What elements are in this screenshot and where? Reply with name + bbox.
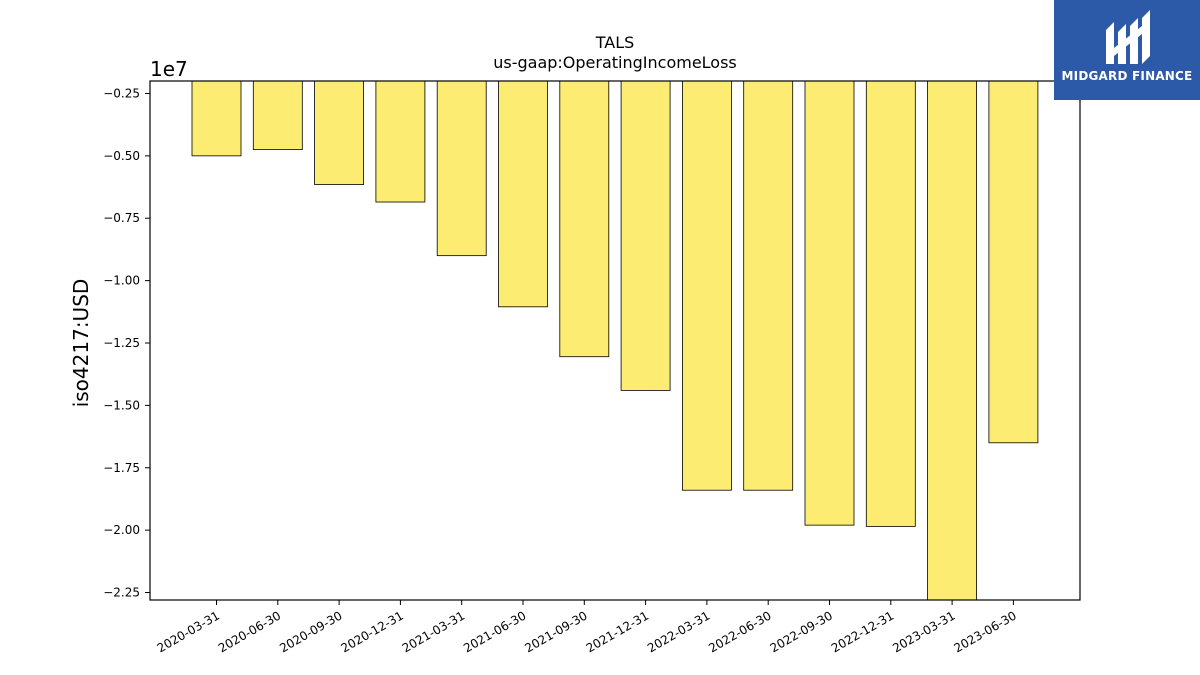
y-tick-label: −1.00 xyxy=(103,274,140,288)
bar-2022-09-30 xyxy=(804,80,855,526)
bar-2020-09-30 xyxy=(314,80,365,185)
y-offset-label: 1e7 xyxy=(150,57,188,81)
y-tick-label: −2.00 xyxy=(103,523,140,537)
bar-2021-06-30 xyxy=(498,80,548,308)
bar-2020-06-30 xyxy=(252,80,303,151)
bar-2021-09-30 xyxy=(559,80,610,358)
bar-2022-03-31 xyxy=(682,80,732,491)
y-tick-label: −1.75 xyxy=(103,461,140,475)
x-tick-label: 2022-12-31 xyxy=(829,608,896,655)
x-tick-label: 2020-06-30 xyxy=(216,608,283,655)
bar-2020-12-31 xyxy=(375,80,426,203)
y-tick-label: −2.25 xyxy=(103,586,140,600)
chart-title: TALS xyxy=(595,33,635,52)
x-tick-label: 2020-12-31 xyxy=(338,608,405,655)
x-tick-label: 2022-09-30 xyxy=(768,608,835,655)
x-tick-label: 2021-06-30 xyxy=(461,608,528,655)
plot-frame xyxy=(149,80,1081,601)
bar-2022-06-30 xyxy=(743,80,794,491)
x-tick-label: 2022-06-30 xyxy=(706,608,773,655)
y-tick-label: −1.25 xyxy=(103,336,140,350)
x-tick-label: 2020-03-31 xyxy=(155,608,222,655)
x-tick-label: 2021-12-31 xyxy=(584,608,651,655)
logo-text: MIDGARD FINANCE xyxy=(1061,69,1193,83)
bar-2020-03-31 xyxy=(191,80,242,157)
y-tick-label: −0.25 xyxy=(103,86,140,100)
brand-logo: MIDGARD FINANCE xyxy=(1054,0,1200,100)
y-tick-label: −1.50 xyxy=(103,398,140,412)
x-tick-label: 2021-03-31 xyxy=(400,608,467,655)
x-tick-label: 2021-09-30 xyxy=(522,608,589,655)
bar-2021-12-31 xyxy=(620,80,671,391)
bar-2022-12-31 xyxy=(865,80,916,527)
chart-subtitle: us-gaap:OperatingIncomeLoss xyxy=(493,53,737,72)
bar-2023-03-31 xyxy=(927,80,977,601)
x-tick-label: 2022-03-31 xyxy=(645,608,712,655)
x-tick-label: 2020-09-30 xyxy=(277,608,344,655)
bar-2023-06-30 xyxy=(988,80,1039,444)
x-tick-label: 2023-03-31 xyxy=(890,608,957,655)
y-tick-label: −0.75 xyxy=(103,211,140,225)
x-tick-label: 2023-06-30 xyxy=(951,608,1018,655)
midgard-logo-icon xyxy=(1106,10,1150,64)
bar-2021-03-31 xyxy=(436,80,487,257)
y-tick-label: −0.50 xyxy=(103,149,140,163)
y-axis-label: iso4217:USD xyxy=(69,279,93,408)
